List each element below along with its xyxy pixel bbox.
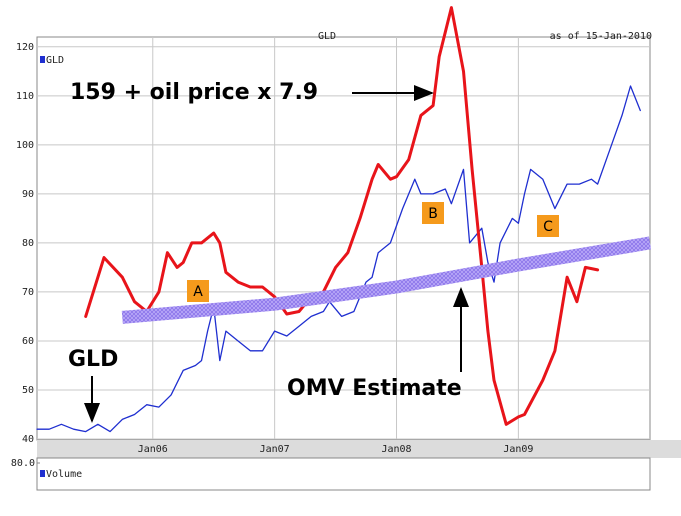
legend-label: GLD [46,55,64,66]
x-tick-label: Jan07 [260,444,290,455]
y-tick-label: 110 [16,91,34,102]
oil-label: 159 + oil price x 7.9 [70,80,318,105]
y-tick-label: 70 [22,287,34,298]
annotation: C [543,219,553,235]
volume-panel [36,457,651,491]
subtitle: as of 15-Jan-2010 [550,31,652,42]
x-tick-label: Jan09 [503,444,533,455]
series-line [84,6,600,426]
y-tick-label: 120 [16,42,34,53]
y-tick-label: 90 [22,189,34,200]
legend-swatch [40,56,45,63]
annotation-box [422,202,444,224]
plot-frame [36,36,651,441]
gld-label: GLD [68,347,118,372]
chart-title: GLD [318,31,336,42]
y-tick-label: 40 [22,434,34,445]
volume-tick-label: 80.0 [11,458,35,469]
annotation: B [428,206,438,222]
date-band [37,440,681,458]
annotation-box [537,215,559,237]
volume-swatch [40,470,45,477]
omv-label: OMV Estimate [287,376,462,401]
y-tick-label: 50 [22,385,34,396]
annotation: A [193,284,203,300]
x-tick-label: Jan08 [381,444,411,455]
y-tick-label: 60 [22,336,34,347]
annotation-box [187,280,209,302]
y-tick-label: 100 [16,140,34,151]
series-line [121,236,652,324]
x-tick-label: Jan06 [138,444,168,455]
volume-label: Volume [46,469,82,480]
y-tick-label: 80 [22,238,34,249]
